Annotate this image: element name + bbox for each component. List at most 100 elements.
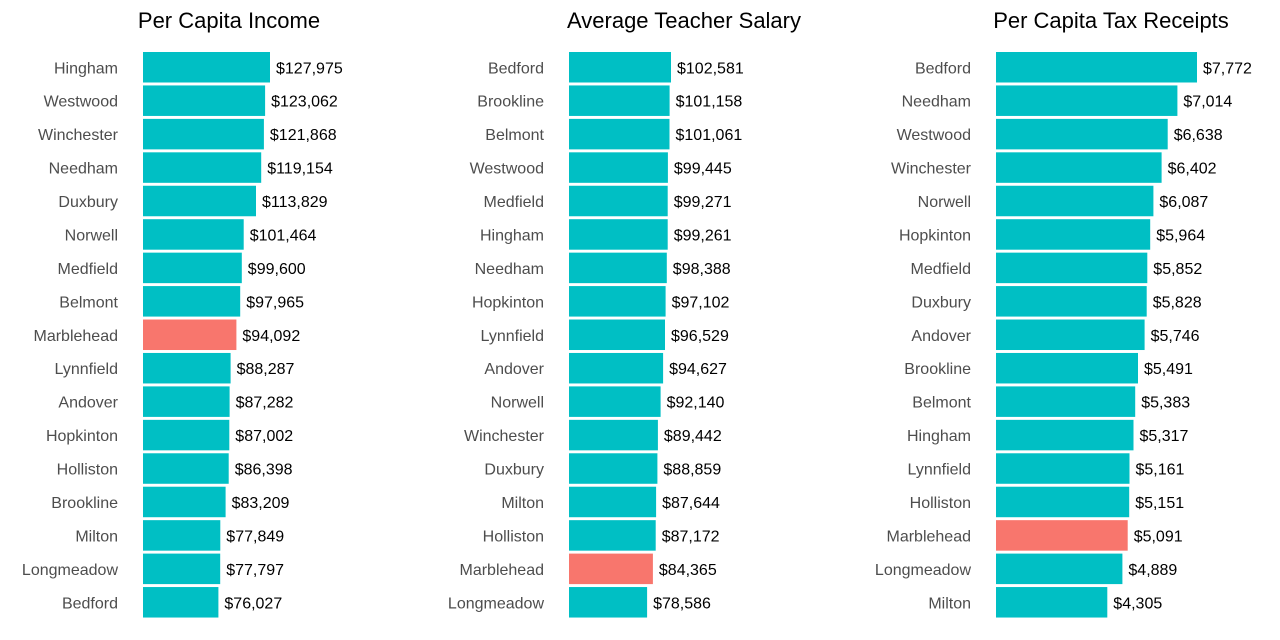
bar-value-label: $87,002	[235, 428, 293, 445]
bar-lynnfield	[996, 453, 1130, 484]
category-tick-label: Holliston	[483, 528, 544, 545]
bar-value-label: $77,797	[226, 562, 284, 579]
bar-duxbury	[569, 453, 658, 484]
bar-value-label: $4,305	[1113, 595, 1162, 612]
bar-value-label: $98,388	[673, 261, 731, 278]
bar-hopkinton	[996, 219, 1151, 250]
category-tick-label: Longmeadow	[875, 562, 972, 579]
bar-hingham	[143, 52, 270, 83]
bar-value-label: $5,964	[1156, 227, 1205, 244]
bar-belmont	[569, 118, 670, 150]
category-tick-label: Needham	[902, 94, 971, 111]
bar-value-label: $88,859	[663, 462, 721, 479]
category-tick-label: Duxbury	[911, 294, 971, 311]
bar-value-label: $6,638	[1174, 127, 1223, 144]
category-tick-label: Norwell	[491, 395, 544, 412]
category-tick-label: Milton	[501, 495, 544, 512]
bar-value-label: $87,172	[662, 528, 720, 545]
bar-value-label: $94,092	[242, 328, 300, 345]
bar-value-label: $86,398	[235, 462, 293, 479]
category-tick-label: Lynnfield	[908, 462, 971, 479]
bar-lynnfield	[143, 352, 231, 384]
bar-marblehead	[143, 319, 237, 351]
bar-medfield	[569, 185, 668, 217]
category-tick-label: Norwell	[65, 227, 118, 244]
bar-milton	[143, 520, 221, 551]
bar-value-label: $6,087	[1159, 194, 1208, 211]
bar-bedford	[143, 587, 219, 618]
bar-westwood	[569, 152, 668, 183]
bar-brookline	[143, 486, 226, 518]
bar-needham	[996, 85, 1178, 116]
bar-value-label: $99,600	[248, 261, 306, 278]
category-tick-label: Medfield	[484, 194, 544, 211]
bar-norwell	[143, 219, 244, 250]
category-tick-label: Winchester	[38, 127, 119, 144]
category-tick-label: Winchester	[891, 161, 972, 178]
category-tick-label: Holliston	[910, 495, 971, 512]
bar-holliston	[996, 486, 1130, 518]
bar-value-label: $99,445	[674, 161, 732, 178]
bar-value-label: $78,586	[653, 595, 711, 612]
bar-hopkinton	[143, 419, 230, 451]
category-tick-label: Hingham	[907, 428, 971, 445]
bar-hingham	[996, 419, 1134, 451]
bar-value-label: $127,975	[276, 60, 343, 77]
bar-belmont	[996, 386, 1136, 417]
chart-panel-3: Per Capita Tax Receipts Bedford $7,772 Need…	[875, 8, 1252, 618]
category-tick-label: Milton	[75, 528, 118, 545]
chart-panel-1: Per Capita Income Hingham $127,975 Westwood…	[22, 8, 343, 618]
bar-value-label: $4,889	[1128, 562, 1177, 579]
category-tick-label: Hopkinton	[899, 227, 971, 244]
bar-bedford	[996, 52, 1197, 83]
chart-title: Per Capita Income	[138, 8, 320, 33]
bar-norwell	[996, 185, 1154, 217]
bar-value-label: $5,491	[1144, 361, 1193, 378]
category-tick-label: Hopkinton	[46, 428, 118, 445]
bar-value-label: $113,829	[262, 194, 328, 211]
category-tick-label: Duxbury	[58, 194, 118, 211]
bar-winchester	[569, 419, 658, 451]
category-tick-label: Brookline	[904, 361, 971, 378]
bar-value-label: $5,091	[1134, 528, 1183, 545]
bar-value-label: $101,061	[676, 127, 743, 144]
bar-longmeadow	[143, 553, 221, 585]
bar-norwell	[569, 386, 661, 417]
category-tick-label: Andover	[484, 361, 544, 378]
bar-value-label: $101,158	[676, 94, 743, 111]
category-tick-label: Longmeadow	[22, 562, 119, 579]
bar-andover	[996, 319, 1145, 351]
bar-value-label: $92,140	[667, 395, 725, 412]
category-tick-label: Westwood	[470, 161, 544, 178]
bar-value-label: $121,868	[270, 127, 337, 144]
bar-value-label: $84,365	[659, 562, 717, 579]
category-tick-label: Belmont	[485, 127, 544, 144]
bar-value-label: $5,383	[1141, 395, 1190, 412]
bar-value-label: $5,852	[1153, 261, 1202, 278]
bar-needham	[569, 252, 667, 284]
bar-westwood	[996, 118, 1168, 150]
category-tick-label: Brookline	[51, 495, 118, 512]
bar-value-label: $76,027	[224, 595, 282, 612]
bar-westwood	[143, 85, 266, 116]
category-tick-label: Brookline	[477, 94, 544, 111]
category-tick-label: Marblehead	[460, 562, 545, 579]
bar-longmeadow	[569, 587, 648, 618]
bar-value-label: $97,965	[246, 294, 304, 311]
category-tick-label: Hingham	[54, 60, 118, 77]
bar-bedford	[569, 52, 671, 83]
category-tick-label: Bedford	[62, 595, 118, 612]
bar-value-label: $119,154	[267, 161, 333, 178]
bar-andover	[143, 386, 230, 417]
bar-value-label: $5,161	[1136, 462, 1185, 479]
category-tick-label: Needham	[475, 261, 544, 278]
bar-value-label: $96,529	[671, 328, 729, 345]
bar-value-label: $97,102	[672, 294, 730, 311]
category-tick-label: Bedford	[488, 60, 544, 77]
bar-value-label: $87,282	[236, 395, 294, 412]
category-tick-label: Belmont	[912, 395, 971, 412]
bar-value-label: $99,261	[674, 227, 732, 244]
category-tick-label: Bedford	[915, 60, 971, 77]
chart-panel-2: Average Teacher Salary Bedford $102,581 Bro…	[448, 8, 801, 618]
category-tick-label: Medfield	[911, 261, 971, 278]
